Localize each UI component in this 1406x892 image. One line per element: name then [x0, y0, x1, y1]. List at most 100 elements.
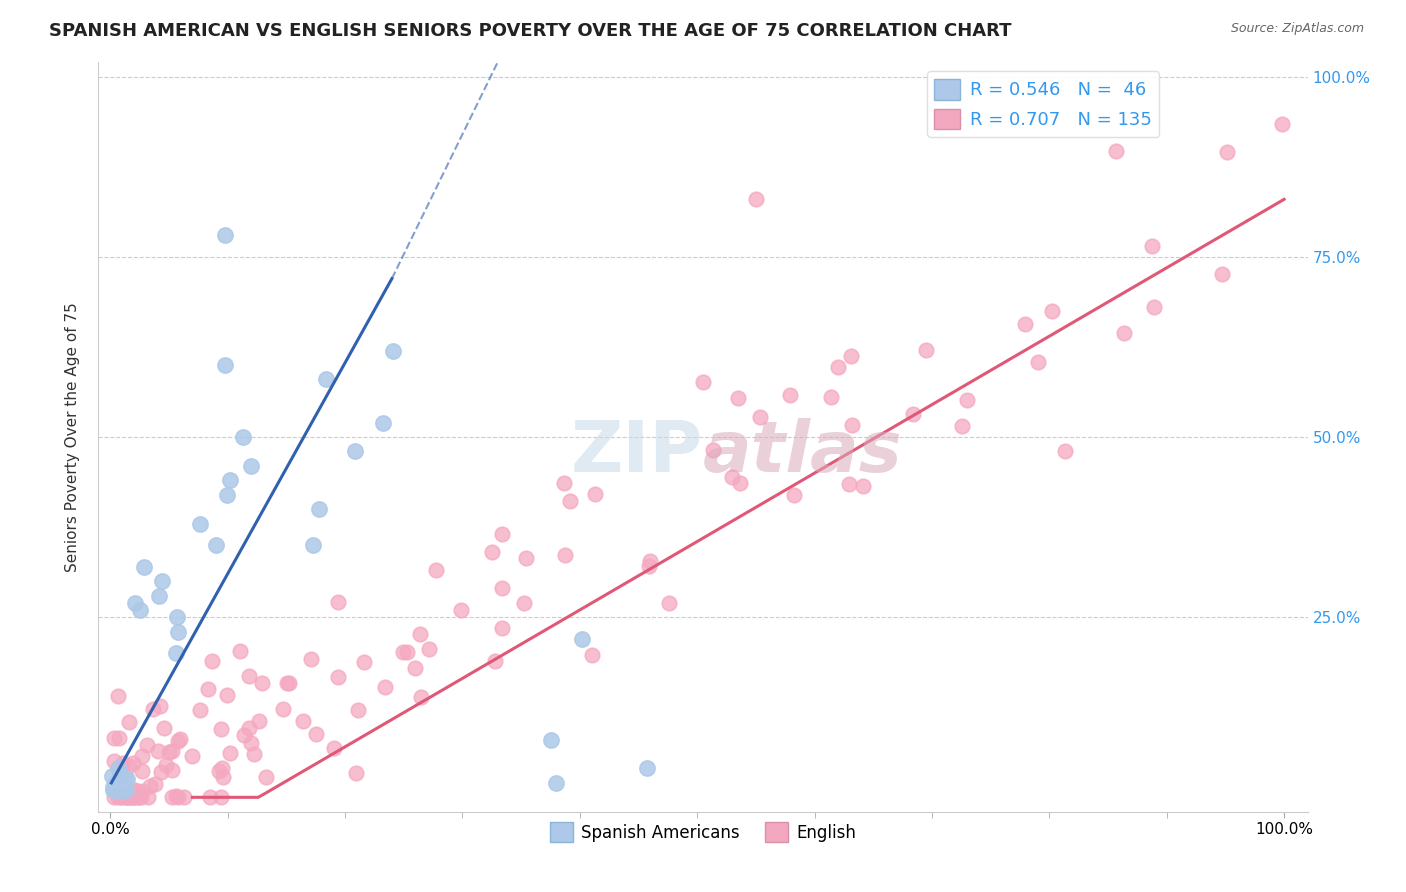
Point	[1211, 268, 1233, 282]
Point	[165, 789, 187, 804]
Point	[107, 776, 129, 790]
Point	[638, 558, 661, 573]
Text: SPANISH AMERICAN VS ENGLISH SENIORS POVERTY OVER THE AGE OF 75 CORRELATION CHART: SPANISH AMERICAN VS ENGLISH SENIORS POVE…	[49, 22, 1012, 40]
Point	[450, 602, 472, 616]
Point	[250, 676, 273, 690]
Point	[121, 756, 143, 770]
Point	[217, 688, 239, 702]
Point	[1014, 317, 1036, 331]
Point	[215, 488, 238, 502]
Point	[160, 763, 183, 777]
Point	[305, 727, 328, 741]
Point	[371, 416, 394, 430]
Point	[149, 699, 172, 714]
Point	[425, 563, 447, 577]
Point	[162, 744, 184, 758]
Point	[143, 777, 166, 791]
Point	[111, 789, 134, 804]
Point	[198, 789, 221, 804]
Point	[209, 789, 232, 804]
Point	[491, 621, 513, 635]
Point	[1053, 444, 1076, 458]
Point	[1271, 117, 1294, 131]
Point	[208, 764, 231, 778]
Point	[165, 646, 187, 660]
Point	[374, 680, 396, 694]
Point	[232, 430, 254, 444]
Point	[956, 392, 979, 407]
Point	[228, 644, 250, 658]
Text: ZIP: ZIP	[571, 417, 703, 486]
Point	[127, 789, 149, 804]
Point	[111, 769, 134, 783]
Point	[950, 418, 973, 433]
Point	[540, 732, 562, 747]
Point	[104, 776, 127, 790]
Point	[779, 388, 801, 402]
Point	[491, 527, 513, 541]
Point	[104, 780, 127, 794]
Point	[381, 343, 404, 358]
Point	[404, 661, 426, 675]
Point	[901, 407, 924, 421]
Point	[396, 645, 419, 659]
Point	[115, 789, 138, 804]
Point	[190, 703, 212, 717]
Point	[128, 603, 150, 617]
Point	[107, 689, 129, 703]
Point	[1140, 239, 1163, 253]
Point	[211, 761, 233, 775]
Point	[783, 488, 806, 502]
Point	[167, 734, 190, 748]
Point	[692, 375, 714, 389]
Point	[219, 746, 242, 760]
Point	[554, 548, 576, 562]
Point	[101, 780, 124, 794]
Point	[108, 783, 131, 797]
Point	[839, 349, 862, 363]
Point	[243, 747, 266, 761]
Point	[852, 478, 875, 492]
Point	[136, 789, 159, 804]
Point	[218, 473, 240, 487]
Point	[103, 754, 125, 768]
Point	[1104, 144, 1126, 158]
Point	[491, 582, 513, 596]
Point	[276, 676, 298, 690]
Point	[124, 784, 146, 798]
Point	[129, 789, 152, 804]
Point	[105, 776, 128, 790]
Point	[1143, 301, 1166, 315]
Point	[155, 758, 177, 772]
Point	[211, 770, 233, 784]
Point	[169, 731, 191, 746]
Point	[124, 596, 146, 610]
Point	[247, 714, 270, 728]
Point	[118, 789, 141, 804]
Point	[131, 764, 153, 779]
Point	[728, 475, 751, 490]
Point	[167, 624, 190, 639]
Point	[299, 651, 322, 665]
Point	[1040, 304, 1063, 318]
Point	[315, 372, 337, 386]
Point	[254, 770, 277, 784]
Point	[418, 642, 440, 657]
Point	[583, 487, 606, 501]
Point	[103, 731, 125, 745]
Point	[308, 502, 330, 516]
Point	[721, 470, 744, 484]
Point	[117, 772, 139, 787]
Point	[124, 789, 146, 804]
Point	[128, 789, 150, 804]
Point	[346, 704, 368, 718]
Point	[114, 789, 136, 804]
Point	[302, 538, 325, 552]
Point	[513, 596, 536, 610]
Point	[114, 772, 136, 787]
Point	[111, 766, 134, 780]
Point	[112, 756, 135, 770]
Point	[1026, 355, 1049, 369]
Point	[118, 759, 141, 773]
Point	[1215, 145, 1237, 159]
